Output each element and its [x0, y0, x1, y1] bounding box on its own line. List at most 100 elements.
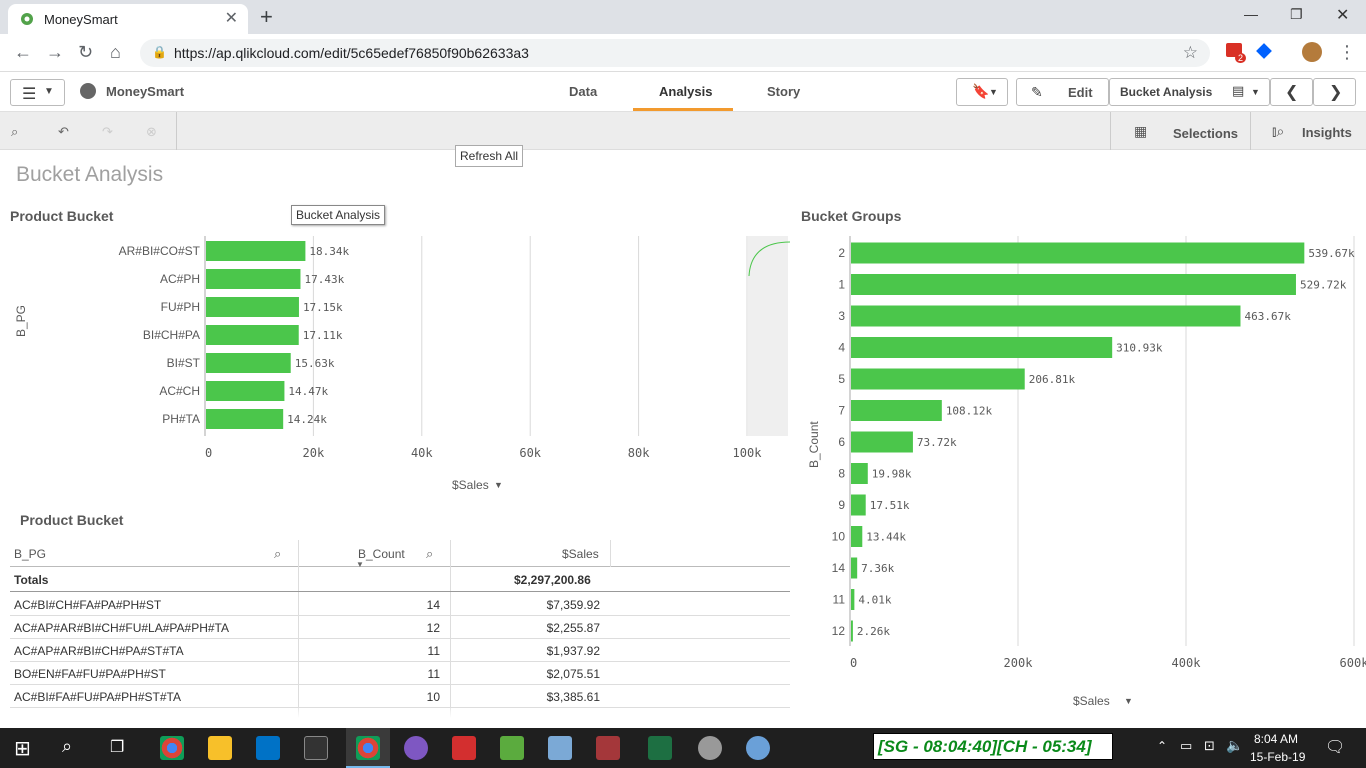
bar-BI#CH#PA[interactable]	[206, 325, 299, 345]
excel-icon[interactable]	[648, 736, 672, 760]
global-menu-button[interactable]: ☰ ▼	[10, 79, 65, 106]
previous-sheet-button[interactable]: ❮	[1270, 78, 1313, 106]
paint-palette-icon[interactable]	[746, 736, 770, 760]
chevron-down-icon[interactable]: ▼	[1124, 696, 1133, 706]
cell-pg[interactable]: AC#BI#CH#FA#PA#PH#ST	[14, 598, 162, 612]
edit-button[interactable]: ✎ Edit	[1016, 78, 1109, 106]
notifications-icon[interactable]: 🗨	[1325, 739, 1346, 756]
table-row[interactable]: AC#BI#CH#FA#PA#PH#ST 14 $7,359.92	[10, 593, 790, 616]
new-tab-icon[interactable]: +	[260, 4, 273, 29]
bar-AR#BI#CO#ST[interactable]	[206, 241, 306, 261]
search-icon[interactable]: ⌕	[274, 546, 282, 561]
app-icon-purple[interactable]	[404, 736, 428, 760]
bar-14[interactable]	[851, 557, 858, 579]
clock-time[interactable]: 8:04 AM	[1254, 732, 1299, 746]
chart1-x-axis-title[interactable]: $Sales	[452, 478, 489, 492]
table-row[interactable]: AC#AP#AR#BI#CH#FU#LA#PA#PH#TA 12 $2,255.87	[10, 616, 790, 639]
smart-search-icon[interactable]: ⌕	[11, 124, 19, 139]
tray-network-icon[interactable]: ▭	[1180, 738, 1193, 753]
bucket-groups-chart[interactable]: 0 200k 400k 600k 2 539.67k 1 529.72k 3 463.67k 4 31…	[820, 236, 1366, 676]
bar-AC#PH[interactable]	[206, 269, 301, 289]
maximize-icon[interactable]: ❐	[1290, 6, 1303, 22]
windows-start-icon[interactable]: ⊞	[14, 738, 31, 760]
sheet-selector[interactable]: Bucket Analysis ▤ ▼	[1109, 78, 1270, 106]
cell-sales[interactable]: $2,075.51	[546, 667, 600, 681]
cell-count[interactable]: 11	[427, 667, 440, 681]
next-sheet-button[interactable]: ❯	[1313, 78, 1356, 106]
table-row[interactable]: BO#EN#FA#FU#PA#PH#ST 11 $2,075.51	[10, 662, 790, 685]
bar-9[interactable]	[851, 494, 866, 516]
window-close-icon[interactable]: ✕	[1336, 7, 1350, 24]
bar-3[interactable]	[851, 305, 1241, 327]
bar-4[interactable]	[851, 337, 1113, 358]
column-header-sales[interactable]: $Sales	[562, 547, 599, 561]
bar-6[interactable]	[851, 431, 913, 453]
chart-app-icon[interactable]	[500, 736, 524, 760]
cell-pg[interactable]: AC#AP#AR#BI#CH#PA#ST#TA	[14, 644, 184, 658]
close-tab-icon[interactable]: ✕	[224, 10, 238, 27]
bar-12[interactable]	[851, 620, 853, 642]
terminal-icon[interactable]	[304, 736, 328, 760]
chevron-down-icon[interactable]: ▼	[494, 480, 503, 490]
chrome-menu-icon[interactable]: ⋮	[1338, 42, 1356, 62]
table-row[interactable]: AC#AP#AR#BI#CH#PA#ST#TA 11 $1,937.92	[10, 639, 790, 662]
chrome-active-icon[interactable]	[356, 736, 380, 760]
bar-AC#CH[interactable]	[206, 381, 285, 401]
reload-icon[interactable]: ↻	[78, 42, 94, 62]
task-view-icon[interactable]: ❐	[110, 739, 125, 756]
acrobat-icon[interactable]	[452, 736, 476, 760]
bar-BI#ST[interactable]	[206, 353, 291, 373]
browser-tab[interactable]: MoneySmart ✕	[8, 4, 248, 34]
back-icon[interactable]: ←	[14, 42, 32, 62]
bookmarks-button[interactable]: 🔖 ▼	[956, 78, 1008, 106]
profile-avatar[interactable]	[1302, 42, 1322, 62]
outlook-icon[interactable]	[256, 736, 280, 760]
cell-count[interactable]: 14	[426, 598, 440, 612]
file-explorer-icon[interactable]	[208, 736, 232, 760]
table-row[interactable]: AC#BI#FA#FU#PA#PH#ST#TA 10 $3,385.61	[10, 685, 790, 708]
tab-analysis[interactable]: Analysis	[659, 84, 713, 99]
cell-sales[interactable]: $7,359.92	[546, 598, 600, 612]
bar-8[interactable]	[851, 463, 868, 484]
address-bar[interactable]: 🔒 https://ap.qlikcloud.com/edit/5c65edef…	[140, 39, 1210, 67]
bar-1[interactable]	[851, 274, 1296, 295]
tray-chevron-icon[interactable]: ⌃	[1157, 739, 1168, 753]
bar-PH#TA[interactable]	[206, 409, 284, 429]
notepad-icon[interactable]	[548, 736, 572, 760]
search-icon[interactable]: ⌕	[62, 736, 73, 756]
bar-10[interactable]	[851, 526, 863, 547]
access-icon[interactable]	[596, 736, 620, 760]
tray-wifi-icon[interactable]: ⊡	[1204, 738, 1215, 753]
cell-pg[interactable]: AC#AP#AR#BI#CH#FU#LA#PA#PH#TA	[14, 621, 229, 635]
bar-2[interactable]	[851, 242, 1305, 264]
column-header-b-pg[interactable]: B_PG	[14, 547, 47, 561]
cell-sales[interactable]: $2,255.87	[546, 621, 600, 635]
insights-button[interactable]: Insights	[1302, 125, 1352, 140]
tab-data[interactable]: Data	[569, 84, 598, 99]
cell-sales[interactable]: $3,385.61	[546, 690, 600, 704]
cell-count[interactable]: 11	[427, 644, 440, 658]
bar-FU#PH[interactable]	[206, 297, 299, 317]
cell-pg[interactable]: BO#EN#FA#FU#PA#PH#ST	[14, 667, 166, 681]
clear-selections-icon[interactable]: ⊗	[146, 124, 157, 139]
bar-11[interactable]	[851, 589, 855, 610]
bar-5[interactable]	[851, 368, 1025, 390]
column-header-b-count[interactable]: B_Count	[358, 547, 405, 561]
cell-pg[interactable]: AC#BI#FA#FU#PA#PH#ST#TA	[14, 690, 181, 704]
tray-volume-icon[interactable]: 🔈	[1226, 737, 1244, 753]
product-bucket-chart[interactable]: 0 20k 40k 60k 80k 100k AR#BI#CO#ST 18.34k AC#PH 1…	[0, 236, 795, 501]
selections-button[interactable]: Selections	[1173, 126, 1239, 141]
selections-grid-icon[interactable]: ▦	[1134, 123, 1148, 139]
chrome-icon[interactable]	[160, 736, 184, 760]
cell-sales[interactable]: $1,937.92	[546, 644, 600, 658]
step-forward-icon[interactable]: ↷	[102, 124, 113, 139]
minimize-icon[interactable]: —	[1244, 6, 1258, 22]
chart2-x-axis-title[interactable]: $Sales	[1073, 694, 1110, 708]
tab-story[interactable]: Story	[767, 84, 801, 99]
bar-7[interactable]	[851, 400, 942, 421]
bookmark-star-icon[interactable]: ☆	[1182, 43, 1198, 62]
home-icon[interactable]: ⌂	[110, 42, 121, 62]
cell-count[interactable]: 10	[426, 690, 440, 704]
step-back-icon[interactable]: ↶	[58, 124, 69, 139]
forward-icon[interactable]: →	[46, 42, 64, 62]
